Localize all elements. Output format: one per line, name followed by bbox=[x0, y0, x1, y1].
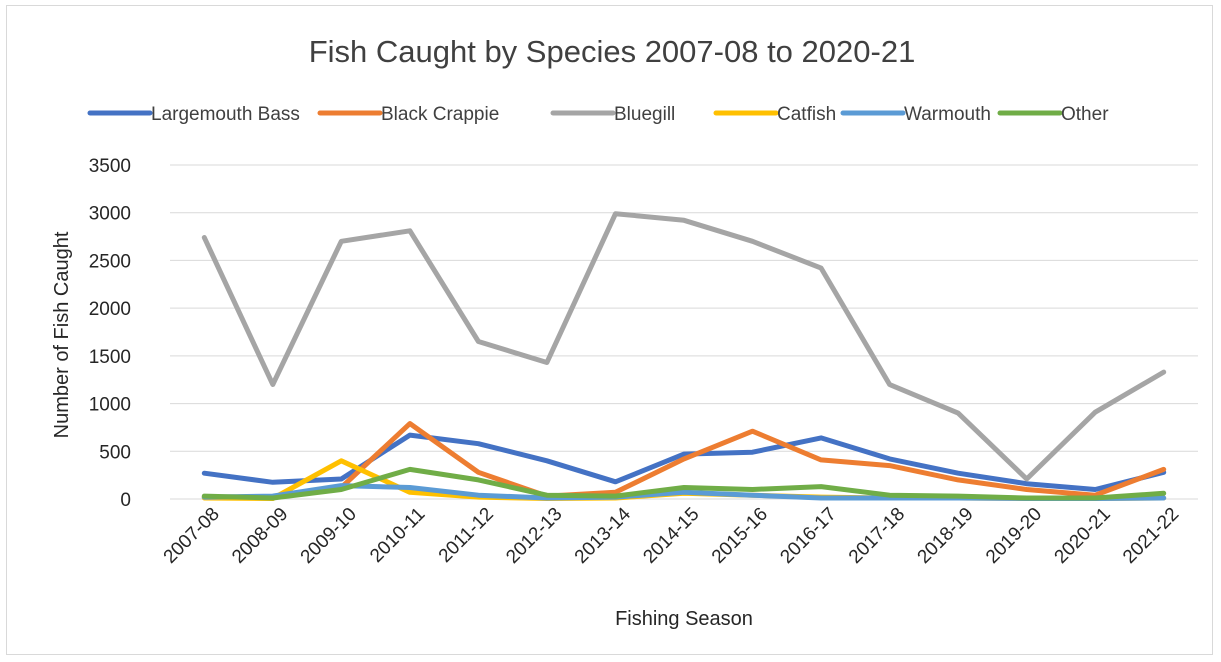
y-tick-label: 3000 bbox=[89, 204, 131, 225]
legend-label: Black Crappie bbox=[381, 104, 499, 125]
legend-label: Largemouth Bass bbox=[151, 104, 300, 125]
y-axis-ticks: 0 500 1000 1500 2000 2500 3000 3500 bbox=[89, 156, 131, 511]
x-tick-label: 2011-12 bbox=[435, 504, 498, 567]
x-tick-label: 2013-14 bbox=[571, 503, 635, 567]
y-tick-label: 500 bbox=[99, 442, 131, 463]
x-tick-label: 2007-08 bbox=[160, 504, 224, 568]
y-tick-label: 2500 bbox=[89, 251, 131, 272]
x-tick-label: 2019-20 bbox=[982, 504, 1046, 568]
y-tick-label: 0 bbox=[120, 490, 131, 511]
gridlines bbox=[170, 165, 1198, 451]
legend: Largemouth Bass Black Crappie Bluegill Catf… bbox=[90, 104, 1109, 125]
y-tick-label: 2000 bbox=[89, 299, 131, 320]
legend-label: Bluegill bbox=[614, 104, 675, 125]
legend-label: Catfish bbox=[777, 104, 836, 125]
x-tick-label: 2010-11 bbox=[366, 504, 429, 567]
x-tick-label: 2009-10 bbox=[297, 504, 361, 568]
x-axis-ticks: 2007-08 2008-09 2009-10 2010-11 2011-12 2012-… bbox=[160, 503, 1184, 567]
x-tick-label: 2017-18 bbox=[845, 504, 909, 568]
x-tick-label: 2016-17 bbox=[776, 504, 840, 568]
series-line-bluegill bbox=[204, 214, 1163, 479]
x-tick-label: 2020-21 bbox=[1051, 504, 1115, 568]
y-tick-label: 1000 bbox=[89, 395, 131, 416]
x-tick-label: 2008-09 bbox=[228, 504, 292, 568]
x-tick-label: 2015-16 bbox=[708, 504, 772, 568]
legend-label: Warmouth bbox=[904, 104, 991, 125]
legend-label: Other bbox=[1061, 104, 1109, 125]
y-axis-title: Number of Fish Caught bbox=[51, 231, 73, 438]
y-tick-label: 3500 bbox=[89, 156, 131, 177]
x-tick-label: 2018-19 bbox=[914, 504, 978, 568]
x-tick-label: 2012-13 bbox=[502, 504, 566, 568]
chart-title: Fish Caught by Species 2007-08 to 2020-2… bbox=[309, 34, 916, 69]
x-tick-label: 2021-22 bbox=[1119, 504, 1183, 568]
x-axis-title: Fishing Season bbox=[615, 608, 753, 630]
y-tick-label: 1500 bbox=[89, 347, 131, 368]
x-tick-label: 2014-15 bbox=[639, 504, 703, 568]
